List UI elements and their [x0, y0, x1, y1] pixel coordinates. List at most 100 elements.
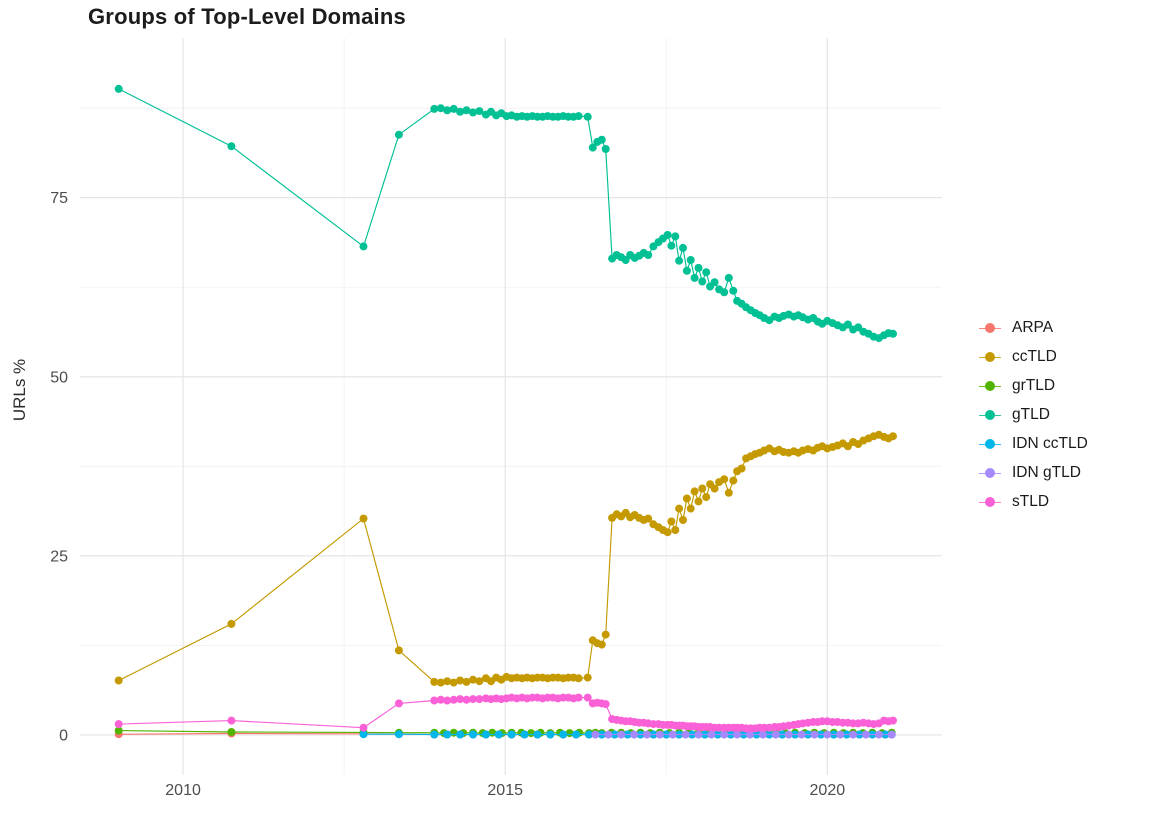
cctld-point [710, 484, 719, 493]
y-tick-label: 0 [59, 727, 68, 744]
gtld-point [644, 251, 653, 259]
gtld-point [698, 277, 707, 286]
grtld-point [114, 726, 123, 735]
x-tick-label: 2010 [165, 782, 201, 799]
chart-title: Groups of Top-Level Domains [88, 4, 406, 29]
cctld-point [720, 475, 729, 484]
idn-gtld-point [733, 730, 742, 739]
cctld-point [644, 514, 653, 523]
cctld-point [667, 517, 676, 526]
cctld-point [889, 432, 897, 441]
series-stld [114, 693, 897, 733]
gtld-point [694, 263, 703, 272]
gtld-point [679, 243, 687, 252]
idn-gtld-point [604, 730, 613, 739]
cctld-point [737, 464, 746, 473]
cctld-point [114, 676, 123, 685]
stld-point [394, 699, 403, 708]
axis-tick-labels: 0 25 50 75 2010 2015 2020 [50, 190, 845, 799]
legend-label: grTLD [1012, 377, 1056, 394]
gtld-point [456, 107, 465, 116]
gtld-point [359, 242, 368, 251]
idn-gtld-point [746, 730, 754, 739]
stld-point [443, 696, 452, 705]
gtld-point [663, 231, 672, 239]
gtld-point [889, 329, 897, 338]
legend-item-idn-cctld: IDN ccTLD [978, 434, 1088, 454]
idn-gtld-point [591, 730, 600, 739]
idn-cctld-point [585, 730, 593, 739]
cctld-legend-key-icon [978, 350, 1002, 364]
idn-cctld-point [546, 730, 555, 739]
gtld-point [394, 130, 403, 139]
legend-item-cctld: ccTLD [978, 347, 1088, 367]
gtld-point [469, 108, 477, 117]
idn-cctld-legend-key-icon [978, 437, 1002, 451]
legend-label: IDN gTLD [1012, 464, 1081, 481]
cctld-point [359, 514, 368, 523]
cctld-point [227, 619, 236, 628]
idn-cctld-point [533, 730, 542, 739]
idn-gtld-point [617, 730, 626, 739]
stld-point [462, 695, 471, 704]
cctld-point [462, 677, 471, 686]
grtld-point [227, 728, 236, 736]
idn-gtld-point [668, 730, 677, 739]
stld-point [227, 716, 236, 725]
idn-cctld-point [572, 730, 581, 739]
legend-item-stld: sTLD [978, 492, 1088, 512]
idn-gtld-point [874, 730, 883, 739]
idn-gtld-point [630, 730, 639, 739]
gtld-point [601, 145, 610, 153]
cctld-point [663, 528, 672, 537]
idn-gtld-point [862, 730, 870, 739]
gtld-point [682, 266, 691, 275]
gtld-point [729, 286, 738, 295]
idn-gtld-point [823, 730, 832, 739]
cctld-point [702, 493, 711, 502]
idn-gtld-point [849, 730, 858, 739]
legend-item-arpa: ARPA [978, 318, 1088, 338]
cctld-point [675, 504, 684, 513]
y-tick-label: 50 [50, 369, 68, 386]
gtld-point [583, 112, 592, 121]
gtld-point [227, 142, 236, 151]
gridlines [80, 38, 942, 775]
idn-gtld-point [720, 730, 729, 739]
cctld-point [430, 677, 439, 686]
legend-label: sTLD [1012, 493, 1050, 510]
idn-gtld-point [681, 730, 690, 739]
idn-gtld-point [642, 730, 651, 739]
gtld-point [710, 278, 719, 287]
gtld-point [671, 232, 680, 241]
legend-label: ARPA [1012, 319, 1054, 336]
idn-gtld-point [771, 730, 780, 739]
idn-gtld-point [797, 730, 806, 739]
gtld-point [724, 273, 733, 282]
gtld-point [114, 84, 123, 93]
grtld-point [527, 729, 535, 738]
idn-gtld-point [707, 730, 716, 739]
cctld-point [583, 673, 592, 682]
gtld-point [430, 104, 439, 113]
gtld-point [443, 106, 452, 115]
idn-gtld-point [655, 730, 664, 739]
cctld-point [671, 526, 680, 534]
idn-gtld-point [887, 730, 896, 739]
y-tick-label: 75 [50, 190, 68, 207]
stld-point [475, 695, 484, 704]
idn-cctld-point [359, 730, 368, 739]
gtld-point [667, 241, 676, 250]
gtld-point [449, 104, 458, 113]
idn-cctld-point [430, 730, 439, 739]
cctld-point [690, 487, 699, 496]
series-cctld [114, 430, 897, 687]
stld-legend-key-icon [978, 495, 1002, 509]
legend-item-idn-gtld: IDN gTLD [978, 463, 1088, 483]
grtld-legend-key-icon [978, 379, 1002, 393]
idn-gtld-point [810, 730, 819, 739]
stld-point [359, 723, 368, 732]
idn-cctld-point [559, 730, 568, 739]
